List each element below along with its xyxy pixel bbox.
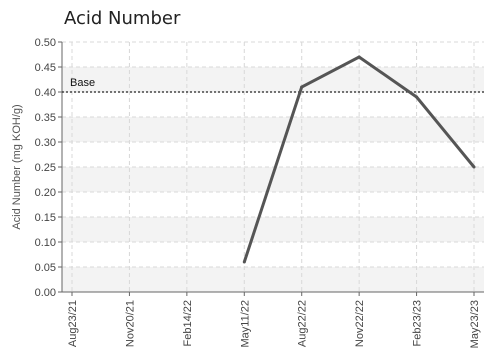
x-tick-label: Feb23/23 [412,300,424,346]
y-tick-label: 0.40 [35,87,56,99]
x-tick-label: May11/22 [239,300,251,348]
grid-band [62,192,484,217]
baseline-label: Base [70,77,95,89]
y-tick-label: 0.35 [35,112,56,124]
y-tick-label: 0.20 [35,187,56,199]
grid-band [62,92,484,117]
x-tick-label: Aug22/22 [297,300,309,347]
x-tick-label: Feb14/22 [182,300,194,346]
grid-band [62,267,484,292]
grid-band [62,217,484,242]
grid-band [62,117,484,142]
chart-title: Acid Number [64,8,181,29]
y-tick-label: 0.15 [35,212,56,224]
y-tick-label: 0.00 [35,287,56,299]
grid-band [62,42,484,67]
y-axis-label: Acid Number (mg KOH/g) [11,104,23,229]
y-tick-label: 0.50 [35,37,56,49]
y-tick-label: 0.10 [35,237,56,249]
x-tick-label: Aug23/21 [67,300,79,347]
data-point [472,165,476,169]
data-point [357,55,361,59]
y-tick-label: 0.30 [35,137,56,149]
x-tick-label: Nov20/21 [124,300,136,347]
x-tick-label: Nov22/22 [354,300,366,347]
data-point [242,260,246,264]
grid-band [62,242,484,267]
y-tick-label: 0.45 [35,62,56,74]
y-tick-label: 0.05 [35,262,56,274]
grid-band [62,142,484,167]
y-tick-label: 0.25 [35,162,56,174]
grid-band [62,67,484,92]
x-tick-label: May23/23 [469,300,481,348]
data-point [415,95,419,99]
data-point [300,85,304,89]
